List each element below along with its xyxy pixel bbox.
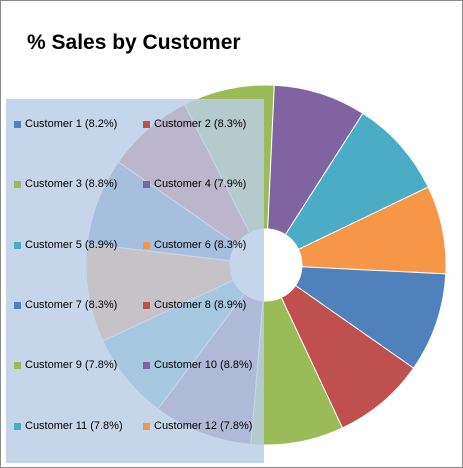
legend: Customer 1 (8.2%) Customer 2 (8.3%) Custom… — [6, 99, 264, 463]
legend-swatch — [14, 241, 21, 249]
legend-swatch — [143, 120, 150, 128]
legend-swatch — [143, 241, 150, 249]
legend-swatch — [143, 180, 150, 188]
legend-swatch — [14, 422, 21, 430]
legend-label: Customer 6 (8.3%) — [154, 239, 247, 251]
pie-slice — [284, 112, 429, 251]
legend-item: Customer 7 (8.3%) — [14, 299, 117, 311]
legend-item: Customer 5 (8.9%) — [14, 239, 117, 251]
legend-label: Customer 11 (7.8%) — [25, 420, 123, 432]
pie-slice — [294, 266, 447, 369]
legend-swatch — [143, 301, 150, 309]
legend-label: Customer 3 (8.8%) — [25, 178, 118, 190]
legend-item: Customer 2 (8.3%) — [143, 118, 246, 130]
legend-label: Customer 2 (8.3%) — [154, 118, 247, 130]
legend-swatch — [14, 180, 21, 188]
legend-item: Customer 12 (7.8%) — [143, 420, 252, 432]
pie-slice — [280, 284, 415, 429]
legend-item: Customer 9 (7.8%) — [14, 359, 117, 371]
legend-swatch — [143, 361, 150, 369]
legend-item: Customer 6 (8.3%) — [143, 239, 246, 251]
chart-title: % Sales by Customer — [27, 31, 241, 54]
legend-swatch — [143, 422, 150, 430]
legend-swatch — [14, 120, 21, 128]
legend-item: Customer 11 (7.8%) — [14, 420, 123, 432]
legend-item: Customer 1 (8.2%) — [14, 118, 117, 130]
legend-item: Customer 4 (7.9%) — [143, 178, 246, 190]
pie-slice — [267, 84, 364, 236]
legend-label: Customer 4 (7.9%) — [154, 178, 247, 190]
legend-label: Customer 10 (8.8%) — [154, 359, 253, 371]
legend-item: Customer 10 (8.8%) — [143, 359, 252, 371]
legend-item: Customer 8 (8.9%) — [143, 299, 246, 311]
legend-label: Customer 12 (7.8%) — [154, 420, 253, 432]
legend-label: Customer 7 (8.3%) — [25, 299, 118, 311]
legend-label: Customer 1 (8.2%) — [25, 118, 118, 130]
legend-label: Customer 9 (7.8%) — [25, 359, 118, 371]
legend-swatch — [14, 301, 21, 309]
legend-swatch — [14, 361, 21, 369]
legend-label: Customer 5 (8.9%) — [25, 239, 118, 251]
legend-item: Customer 3 (8.8%) — [14, 178, 117, 190]
pie-slice — [297, 186, 447, 275]
legend-label: Customer 8 (8.9%) — [154, 299, 247, 311]
